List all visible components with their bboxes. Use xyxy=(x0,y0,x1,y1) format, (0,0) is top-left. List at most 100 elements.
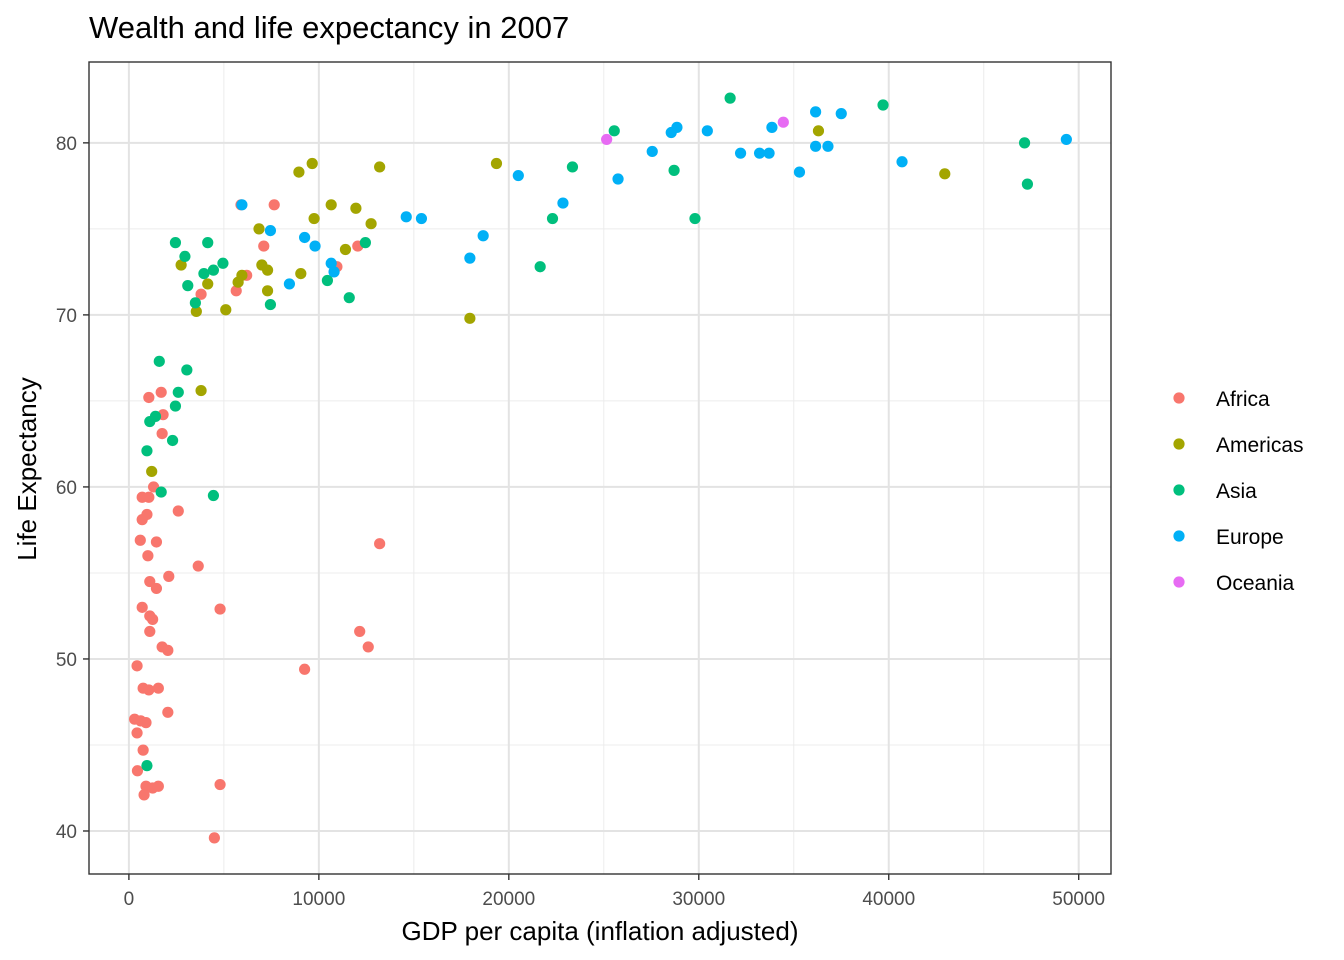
point-americas xyxy=(490,157,503,170)
point-africa xyxy=(136,514,148,526)
point-americas xyxy=(365,218,377,230)
point-americas xyxy=(306,157,318,170)
point-europe xyxy=(835,108,847,120)
point-europe xyxy=(734,147,747,159)
legend-label-oceania: Oceania xyxy=(1216,572,1295,595)
point-africa xyxy=(354,625,366,638)
point-africa xyxy=(195,288,207,300)
point-americas xyxy=(350,202,362,214)
point-asia xyxy=(264,298,277,311)
point-americas xyxy=(175,259,187,271)
point-americas xyxy=(308,212,320,225)
point-africa xyxy=(268,199,280,211)
point-africa xyxy=(131,765,144,777)
y-tick-label: 50 xyxy=(56,650,77,671)
point-africa xyxy=(143,684,155,696)
point-europe xyxy=(1060,133,1072,146)
point-asia xyxy=(169,400,182,412)
point-europe xyxy=(665,126,677,139)
point-europe xyxy=(896,156,908,168)
point-europe xyxy=(299,231,311,244)
point-europe xyxy=(612,173,624,185)
point-africa xyxy=(214,778,226,791)
point-asia xyxy=(566,161,579,173)
point-africa xyxy=(142,550,154,562)
data-points xyxy=(128,92,1072,844)
point-americas xyxy=(464,312,476,324)
point-europe xyxy=(477,230,489,242)
point-europe xyxy=(793,166,806,178)
x-tick-label: 10000 xyxy=(292,889,345,910)
point-europe xyxy=(646,145,658,158)
point-asia xyxy=(155,486,167,498)
point-africa xyxy=(299,663,311,675)
point-europe xyxy=(810,140,822,152)
point-europe xyxy=(753,147,766,159)
point-asia xyxy=(321,274,334,287)
point-asia xyxy=(608,125,620,137)
point-africa xyxy=(155,386,167,398)
point-africa xyxy=(374,538,386,550)
point-africa xyxy=(230,285,242,297)
y-tick-label: 40 xyxy=(56,822,77,843)
point-asia xyxy=(179,250,191,262)
point-africa xyxy=(144,625,156,638)
point-americas xyxy=(293,166,305,178)
chart-title: Wealth and life expectancy in 2007 xyxy=(89,10,569,45)
point-americas xyxy=(202,278,214,290)
point-africa xyxy=(163,570,175,582)
point-africa xyxy=(214,603,226,615)
point-europe xyxy=(763,147,775,159)
point-africa xyxy=(150,582,163,595)
point-africa xyxy=(137,744,149,756)
point-europe xyxy=(557,197,569,209)
point-asia xyxy=(207,264,220,276)
point-asia xyxy=(1021,178,1034,190)
point-asia xyxy=(169,237,182,249)
point-asia xyxy=(202,237,214,249)
point-europe xyxy=(325,257,337,269)
point-africa xyxy=(143,491,155,503)
point-asia xyxy=(153,355,165,367)
point-europe xyxy=(236,199,248,211)
legend-key-oceania xyxy=(1173,576,1185,588)
point-europe xyxy=(512,169,524,182)
legend-label-europe: Europe xyxy=(1216,526,1284,549)
point-asia xyxy=(343,292,355,304)
point-africa xyxy=(156,427,168,440)
point-americas xyxy=(190,305,202,318)
point-europe xyxy=(766,121,778,133)
point-asia xyxy=(144,415,156,428)
point-asia xyxy=(141,760,153,772)
point-asia xyxy=(668,164,680,176)
x-tick-label: 40000 xyxy=(862,889,915,910)
point-americas xyxy=(195,384,207,397)
point-africa xyxy=(162,706,174,718)
point-asia xyxy=(166,434,179,447)
point-africa xyxy=(362,641,374,653)
plot-panel-border xyxy=(88,61,1112,875)
point-americas xyxy=(374,161,386,173)
point-africa xyxy=(147,613,159,625)
point-americas xyxy=(295,268,307,280)
point-europe xyxy=(701,125,713,137)
point-africa xyxy=(138,789,150,801)
point-oceania xyxy=(601,133,613,146)
legend-label-americas: Americas xyxy=(1216,434,1304,457)
point-asia xyxy=(207,489,220,502)
x-axis-title: GDP per capita (inflation adjusted) xyxy=(402,916,799,946)
y-tick-label: 80 xyxy=(56,134,77,155)
point-africa xyxy=(140,717,152,729)
point-asia xyxy=(217,257,229,269)
point-americas xyxy=(939,168,951,180)
point-americas xyxy=(232,276,244,288)
point-africa xyxy=(136,601,148,613)
point-africa xyxy=(208,832,220,844)
legend-label-asia: Asia xyxy=(1216,480,1257,503)
point-americas xyxy=(339,243,352,256)
point-americas xyxy=(146,465,158,478)
point-africa xyxy=(152,780,164,792)
point-asia xyxy=(724,92,736,104)
point-africa xyxy=(172,505,184,517)
point-asia xyxy=(141,445,153,457)
